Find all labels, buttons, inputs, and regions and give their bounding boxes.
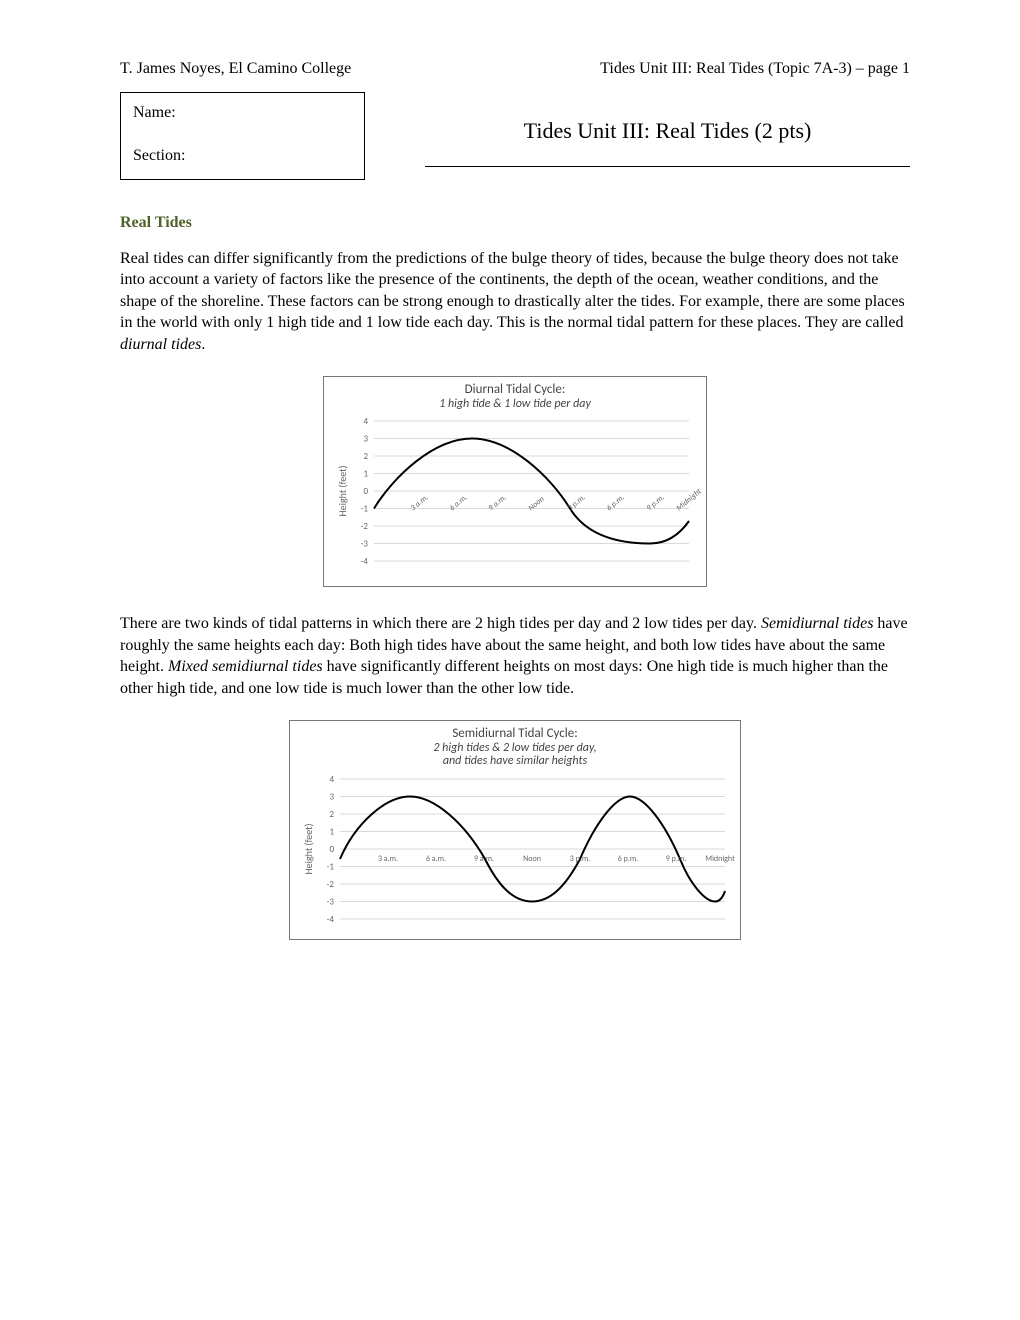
para2-italic-2: Mixed semidiurnal tides: [168, 658, 323, 675]
name-label: Name:: [133, 103, 352, 124]
svg-text:6 a.m.: 6 a.m.: [426, 854, 446, 864]
svg-text:6 p.m.: 6 p.m.: [605, 493, 627, 514]
diurnal-title-line2: 1 high tide & 1 low tide per day: [324, 398, 706, 412]
svg-text:2: 2: [363, 451, 368, 462]
svg-text:3 p.m.: 3 p.m.: [566, 493, 588, 514]
y-tick-labels: 4 3 2 1 0 -1 -2 -3 -4: [361, 416, 369, 567]
svg-text:Noon: Noon: [523, 854, 541, 864]
document-page: T. James Noyes, El Camino College Tides …: [0, 0, 1020, 1320]
svg-text:3: 3: [363, 434, 368, 445]
title-block: Tides Unit III: Real Tides (2 pts): [425, 92, 910, 167]
y-tick-labels: 4 3 2 1 0 -1 -2 -3 -4: [327, 774, 335, 925]
para1-text-c: .: [201, 336, 205, 353]
svg-text:9 p.m.: 9 p.m.: [666, 854, 687, 864]
svg-text:-2: -2: [327, 879, 335, 890]
svg-text:2: 2: [329, 809, 334, 820]
para2-italic-1: Semidiurnal tides: [761, 615, 873, 632]
svg-text:9 a.m.: 9 a.m.: [487, 493, 509, 514]
x-tick-labels: 3 a.m. 6 a.m. 9 a.m. Noon 3 p.m. 6 p.m. …: [378, 854, 735, 864]
svg-text:4: 4: [329, 774, 334, 785]
svg-text:1: 1: [363, 469, 368, 480]
chart-grid: [374, 421, 689, 561]
svg-text:0: 0: [329, 844, 334, 855]
paragraph-2: There are two kinds of tidal patterns in…: [120, 613, 910, 699]
semidiurnal-title-line3: and tides have similar heights: [290, 755, 740, 769]
svg-text:Midnight: Midnight: [705, 854, 735, 864]
semidiurnal-chart-svg: 4 3 2 1 0 -1 -2 -3 -4 Height (feet) 3 a.…: [290, 769, 738, 939]
section-label: Section:: [133, 146, 352, 167]
unit-title: Tides Unit III: Real Tides (2 pts): [425, 118, 910, 144]
svg-text:9 a.m.: 9 a.m.: [474, 854, 494, 864]
header-right: Tides Unit III: Real Tides (Topic 7A-3) …: [600, 60, 910, 78]
diurnal-y-axis-label: Height (feet): [336, 466, 349, 517]
semidiurnal-chart-title: Semidiurnal Tidal Cycle: 2 high tides & …: [290, 727, 740, 770]
svg-text:1: 1: [329, 827, 334, 838]
title-rule: [425, 166, 910, 167]
diurnal-title-line1: Diurnal Tidal Cycle:: [324, 383, 706, 398]
svg-text:Noon: Noon: [527, 495, 547, 514]
svg-text:6 a.m.: 6 a.m.: [448, 493, 470, 514]
svg-text:9 p.m.: 9 p.m.: [645, 493, 667, 514]
svg-text:-3: -3: [361, 539, 369, 550]
semidiurnal-title-line1: Semidiurnal Tidal Cycle:: [290, 727, 740, 742]
svg-text:3 p.m.: 3 p.m.: [570, 854, 591, 864]
svg-text:0: 0: [363, 486, 368, 497]
para1-italic: diurnal tides: [120, 336, 201, 353]
semidiurnal-chart-wrap: Semidiurnal Tidal Cycle: 2 high tides & …: [120, 720, 910, 941]
diurnal-chart: Diurnal Tidal Cycle: 1 high tide & 1 low…: [323, 376, 707, 588]
svg-text:3: 3: [329, 792, 334, 803]
svg-text:-4: -4: [327, 914, 335, 925]
svg-text:4: 4: [363, 416, 368, 427]
svg-text:-2: -2: [361, 521, 369, 532]
svg-text:Midnight: Midnight: [675, 487, 704, 514]
chart-grid: [340, 779, 725, 919]
name-section-box: Name: Section:: [120, 92, 365, 180]
diurnal-chart-title: Diurnal Tidal Cycle: 1 high tide & 1 low…: [324, 383, 706, 412]
svg-text:3 a.m.: 3 a.m.: [378, 854, 398, 864]
svg-text:-1: -1: [327, 862, 335, 873]
section-heading: Real Tides: [120, 214, 910, 232]
diurnal-chart-svg: 4 3 2 1 0 -1 -2 -3 -4 Height (feet) 3 a.…: [324, 411, 704, 586]
para2-text-a: There are two kinds of tidal patterns in…: [120, 615, 761, 632]
svg-text:-4: -4: [361, 556, 369, 567]
title-area: Name: Section: Tides Unit III: Real Tide…: [120, 92, 910, 180]
semidiurnal-chart: Semidiurnal Tidal Cycle: 2 high tides & …: [289, 720, 741, 941]
svg-text:6 p.m.: 6 p.m.: [618, 854, 639, 864]
diurnal-chart-wrap: Diurnal Tidal Cycle: 1 high tide & 1 low…: [120, 376, 910, 588]
para1-text-a: Real tides can differ significantly from…: [120, 250, 905, 332]
semidiurnal-y-axis-label: Height (feet): [302, 824, 315, 875]
svg-text:-3: -3: [327, 897, 335, 908]
semidiurnal-title-line2: 2 high tides & 2 low tides per day,: [290, 742, 740, 756]
page-header: T. James Noyes, El Camino College Tides …: [120, 60, 910, 78]
paragraph-1: Real tides can differ significantly from…: [120, 248, 910, 356]
svg-text:-1: -1: [361, 504, 369, 515]
header-left: T. James Noyes, El Camino College: [120, 60, 351, 78]
svg-text:3 a.m.: 3 a.m.: [409, 493, 431, 514]
